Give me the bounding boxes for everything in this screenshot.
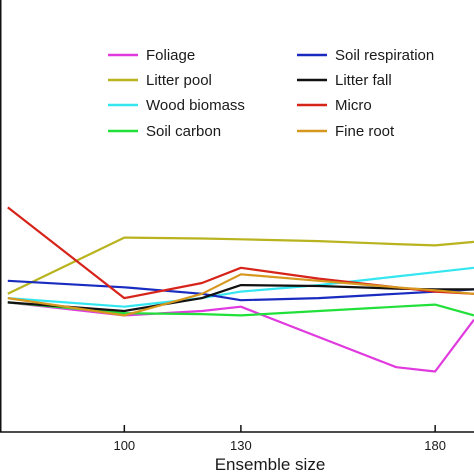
series-line-foliage	[7, 301, 474, 373]
x-axis-title: Ensemble size	[215, 455, 326, 474]
series-line-fine-root	[7, 273, 474, 317]
legend-label-litter-pool: Litter pool	[146, 72, 212, 89]
legend-label-micro: Micro	[335, 97, 372, 114]
x-tick-label: 100	[113, 438, 135, 453]
legend: Foliage Soil respiration Litter pool Litter…	[108, 47, 434, 140]
series-line-litter-pool	[7, 236, 474, 295]
legend-label-fine-root: Fine root	[335, 123, 395, 140]
axes: 100 130 180	[0, 0, 474, 453]
series-line-wood-biomass	[7, 266, 474, 308]
legend-label-soil-carbon: Soil carbon	[146, 123, 221, 140]
x-tick-label: 130	[230, 438, 252, 453]
legend-label-soil-respiration: Soil respiration	[335, 47, 434, 64]
series-lines	[7, 206, 474, 373]
legend-label-wood-biomass: Wood biomass	[146, 97, 245, 114]
legend-label-foliage: Foliage	[146, 47, 195, 64]
x-tick-label: 180	[424, 438, 446, 453]
series-line-soil-carbon	[7, 301, 474, 317]
legend-label-litter-fall: Litter fall	[335, 72, 392, 89]
